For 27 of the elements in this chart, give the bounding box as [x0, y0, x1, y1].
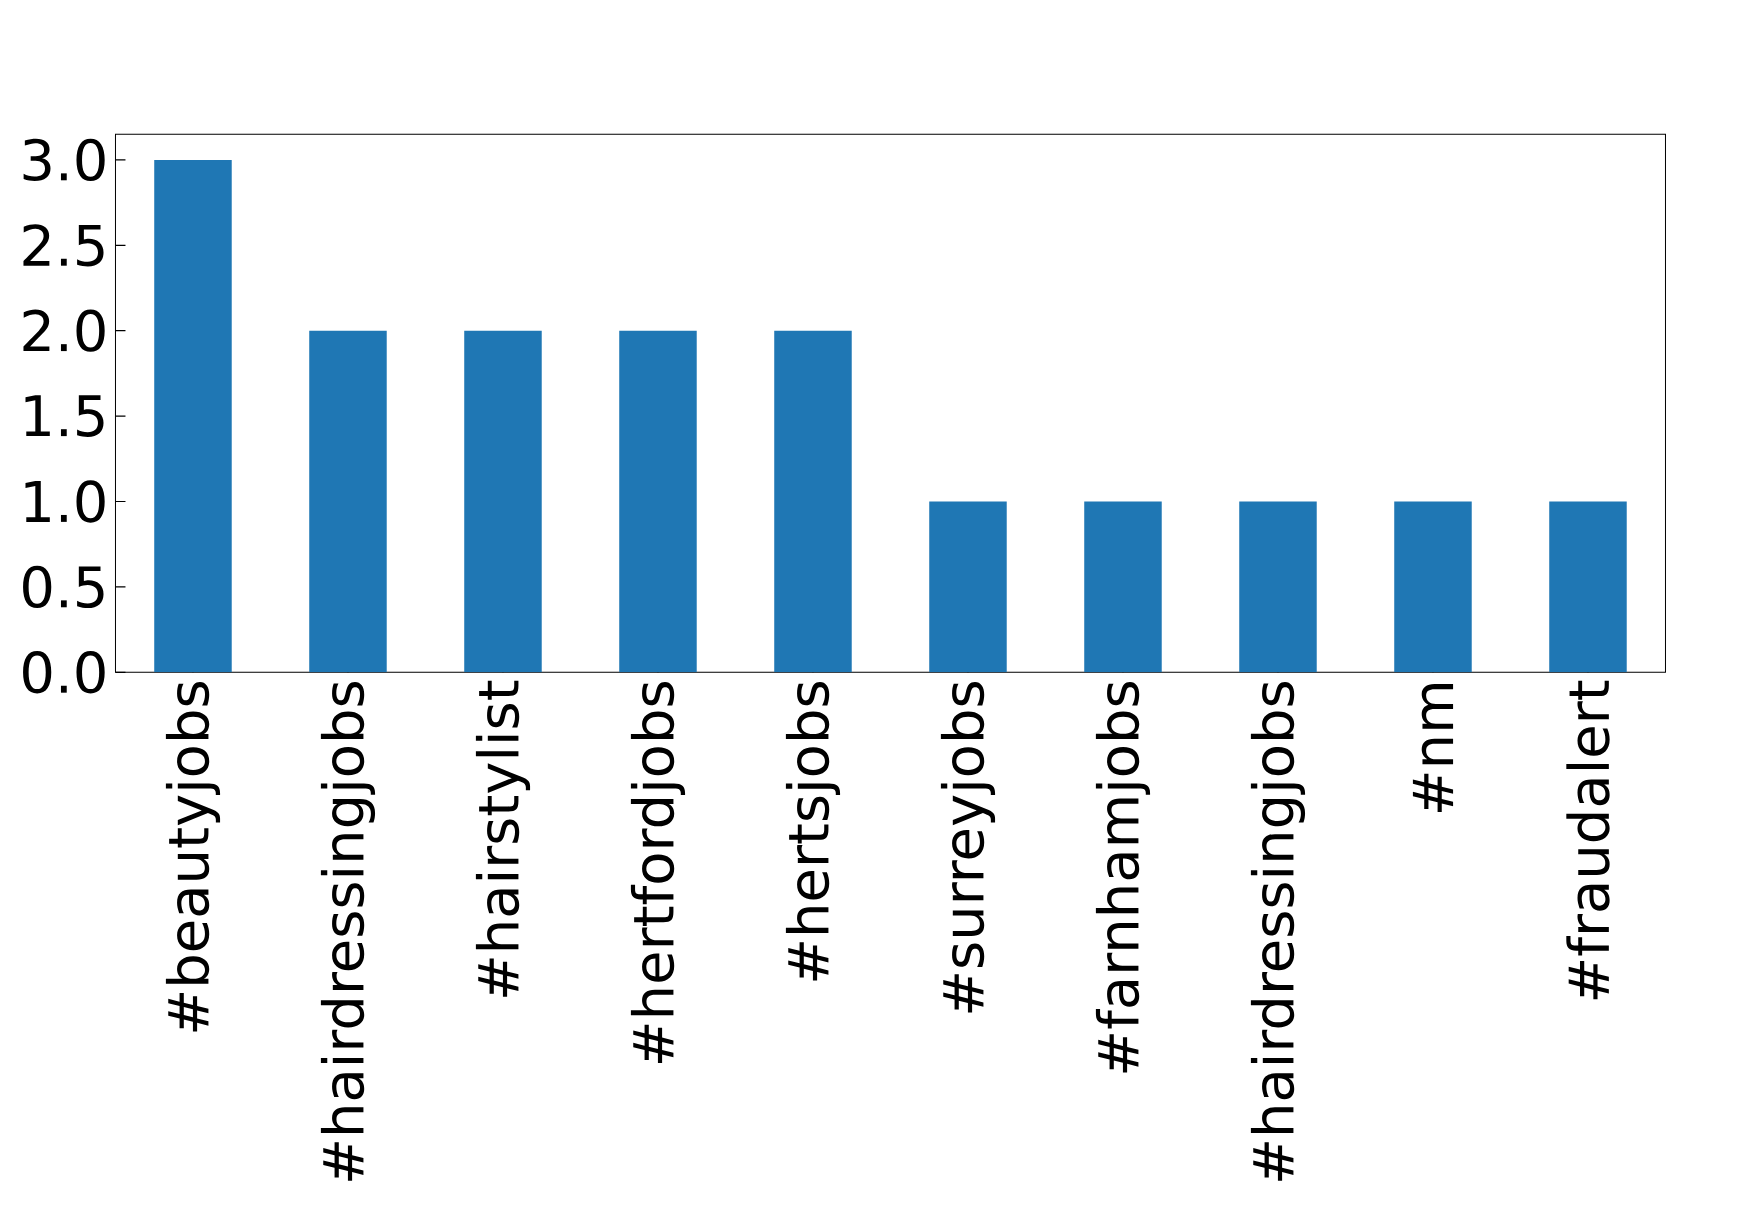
x-tick-label: #farnhamjobs	[1095, 682, 1151, 1073]
x-tick-label: #hairdressingjobs	[1250, 681, 1306, 1181]
x-tick-label: #surreyjobs	[940, 682, 996, 1013]
x-tick-label: #fraudalert	[1566, 680, 1610, 1000]
bar	[1394, 501, 1472, 673]
y-tick-label: 1.5	[25, 395, 104, 437]
bar	[1549, 501, 1627, 673]
bar	[154, 159, 232, 673]
x-tick-label: #hairdressingjobs	[320, 681, 376, 1181]
y-tick-label: 2.0	[23, 309, 105, 352]
bar	[1239, 501, 1317, 673]
x-tick-label: #hertsjobs	[785, 682, 841, 981]
y-tick-label: 3.0	[23, 138, 105, 182]
bar	[464, 330, 542, 673]
bar	[1084, 501, 1162, 673]
y-tick-label: 0.0	[23, 651, 105, 694]
y-tick-label: 2.5	[23, 224, 104, 267]
y-tick-label: 0.5	[23, 565, 104, 609]
bar	[929, 501, 1007, 673]
bar	[309, 330, 387, 673]
bar	[774, 330, 852, 673]
bar	[619, 330, 697, 673]
y-tick-label: 1.0	[25, 480, 105, 523]
x-tick-label: #beautyjobs	[165, 682, 221, 1032]
x-tick-label: #hertfordjobs	[630, 682, 686, 1063]
x-tick-label: #hairstylist	[475, 680, 531, 997]
x-tick-label: #nm	[1412, 684, 1454, 812]
